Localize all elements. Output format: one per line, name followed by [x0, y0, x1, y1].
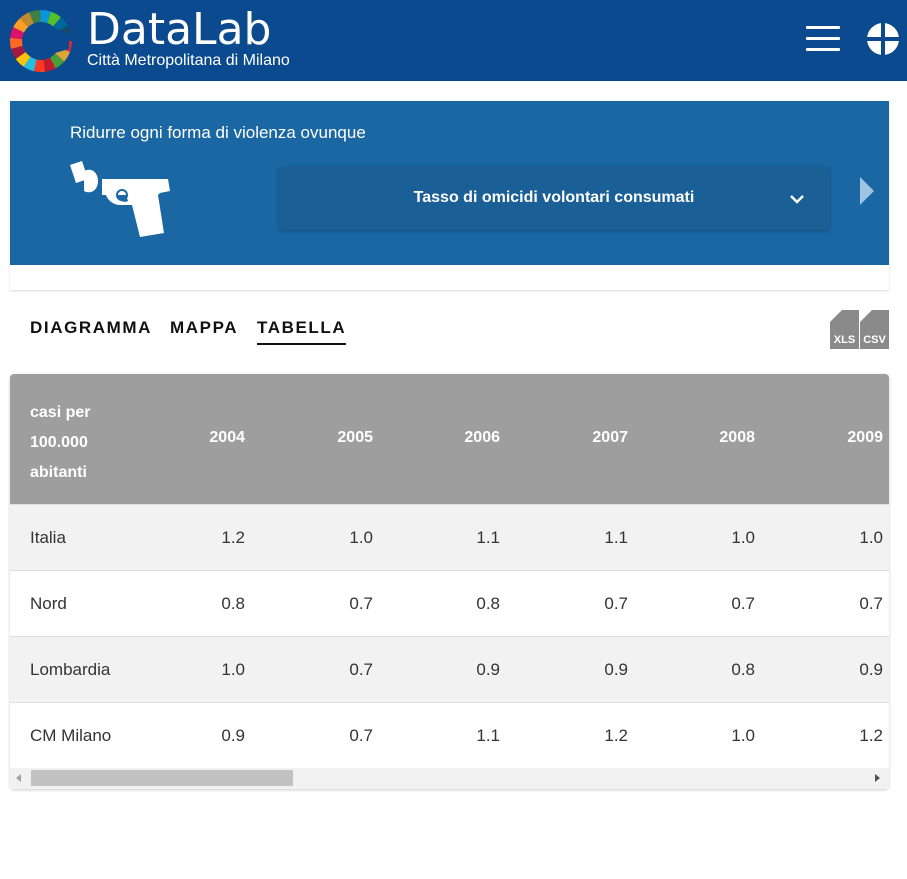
table-cell: 0.8: [221, 594, 245, 613]
unit-header-line: abitanti: [30, 464, 87, 481]
table-row: Nord 0.8 0.7 0.8 0.7 0.7 0.7: [10, 570, 889, 636]
table-cell: 1.2: [604, 726, 628, 745]
download-csv-button[interactable]: CSV: [860, 310, 889, 349]
table-cell: 1.0: [221, 660, 245, 679]
unit-header-line: 100.000: [30, 434, 88, 451]
table-cell: 1.0: [731, 726, 755, 745]
table-cell: 0.9: [604, 660, 628, 679]
table-cell: 0.8: [476, 594, 500, 613]
table-cell: 1.2: [859, 726, 883, 745]
tab-tabella[interactable]: TABELLA: [257, 318, 347, 345]
table-cell: 0.7: [604, 594, 628, 613]
year-header: 2008: [719, 429, 755, 446]
horizontal-scrollbar[interactable]: [10, 768, 889, 789]
year-header: 2007: [592, 429, 628, 446]
table-row: CM Milano 0.9 0.7 1.1 1.2 1.0 1.2: [10, 702, 889, 768]
unit-header: casi per 100.000 abitanti: [30, 398, 140, 488]
goal-title: Ridurre ogni forma di violenza ovunque: [70, 123, 366, 142]
indicator-select-label: Tasso di omicidi volontari consumati: [413, 189, 695, 206]
table-cell: 1.1: [476, 528, 500, 547]
goal-banner-card: Ridurre ogni forma di violenza ovunque T…: [10, 101, 889, 290]
table-cell: 0.7: [731, 594, 755, 613]
row-name: Nord: [30, 594, 67, 613]
scrollbar-thumb[interactable]: [31, 770, 293, 786]
year-header: 2005: [337, 429, 373, 446]
top-header: DataLab Città Metropolitana di Milano: [0, 0, 907, 81]
table-cell: 1.0: [731, 528, 755, 547]
brand[interactable]: DataLab Città Metropolitana di Milano: [87, 4, 290, 69]
table-cell: 1.0: [859, 528, 883, 547]
scroll-right-arrow-icon[interactable]: [875, 774, 880, 782]
row-name: CM Milano: [30, 726, 112, 745]
table-cell: 1.1: [476, 726, 500, 745]
table-cell: 0.9: [859, 660, 883, 679]
next-arrow-icon[interactable]: [858, 177, 876, 205]
gun-icon: [70, 161, 170, 237]
file-xls-icon: [830, 310, 842, 322]
table-cell: 0.8: [731, 660, 755, 679]
table-cell: 0.7: [349, 660, 373, 679]
table-row: Lombardia 1.0 0.7 0.9 0.9 0.8 0.9: [10, 636, 889, 702]
table-cell: 1.1: [604, 528, 628, 547]
table-header: casi per 100.000 abitanti 2004 2005 2006…: [10, 374, 889, 504]
row-name: Lombardia: [30, 660, 111, 679]
table-cell: 0.7: [349, 594, 373, 613]
table-cell: 0.7: [349, 726, 373, 745]
table-row: Italia 1.2 1.0 1.1 1.1 1.0 1.0: [10, 504, 889, 570]
indicator-select[interactable]: Tasso di omicidi volontari consumati: [279, 167, 829, 230]
scroll-left-arrow-icon[interactable]: [16, 774, 21, 782]
tab-mappa[interactable]: MAPPA: [170, 318, 239, 337]
year-header: 2009: [847, 429, 883, 446]
brand-subtitle: Città Metropolitana di Milano: [87, 52, 290, 69]
unit-header-line: casi per: [30, 404, 91, 421]
download-xls-button[interactable]: XLS: [830, 310, 859, 349]
brand-title: DataLab: [87, 4, 272, 55]
year-header: 2006: [464, 429, 500, 446]
file-csv-icon: [860, 310, 872, 322]
table-cell: 1.0: [349, 528, 373, 547]
tab-diagramma[interactable]: DIAGRAMMA: [30, 318, 153, 337]
download-csv-label: CSV: [863, 334, 886, 346]
year-header: 2004: [209, 429, 245, 446]
globe-icon[interactable]: [866, 22, 900, 56]
table-cell: 1.2: [221, 528, 245, 547]
data-table[interactable]: casi per 100.000 abitanti 2004 2005 2006…: [10, 374, 889, 789]
goal-banner: Ridurre ogni forma di violenza ovunque T…: [10, 101, 889, 265]
chevron-down-icon: [790, 195, 804, 204]
download-xls-label: XLS: [833, 334, 856, 346]
table-cell: 0.9: [221, 726, 245, 745]
table-cell: 0.9: [476, 660, 500, 679]
sdg-wheel-logo-icon[interactable]: [9, 9, 73, 73]
hamburger-menu-icon[interactable]: [806, 26, 840, 52]
row-name: Italia: [30, 528, 66, 547]
table-cell: 0.7: [859, 594, 883, 613]
